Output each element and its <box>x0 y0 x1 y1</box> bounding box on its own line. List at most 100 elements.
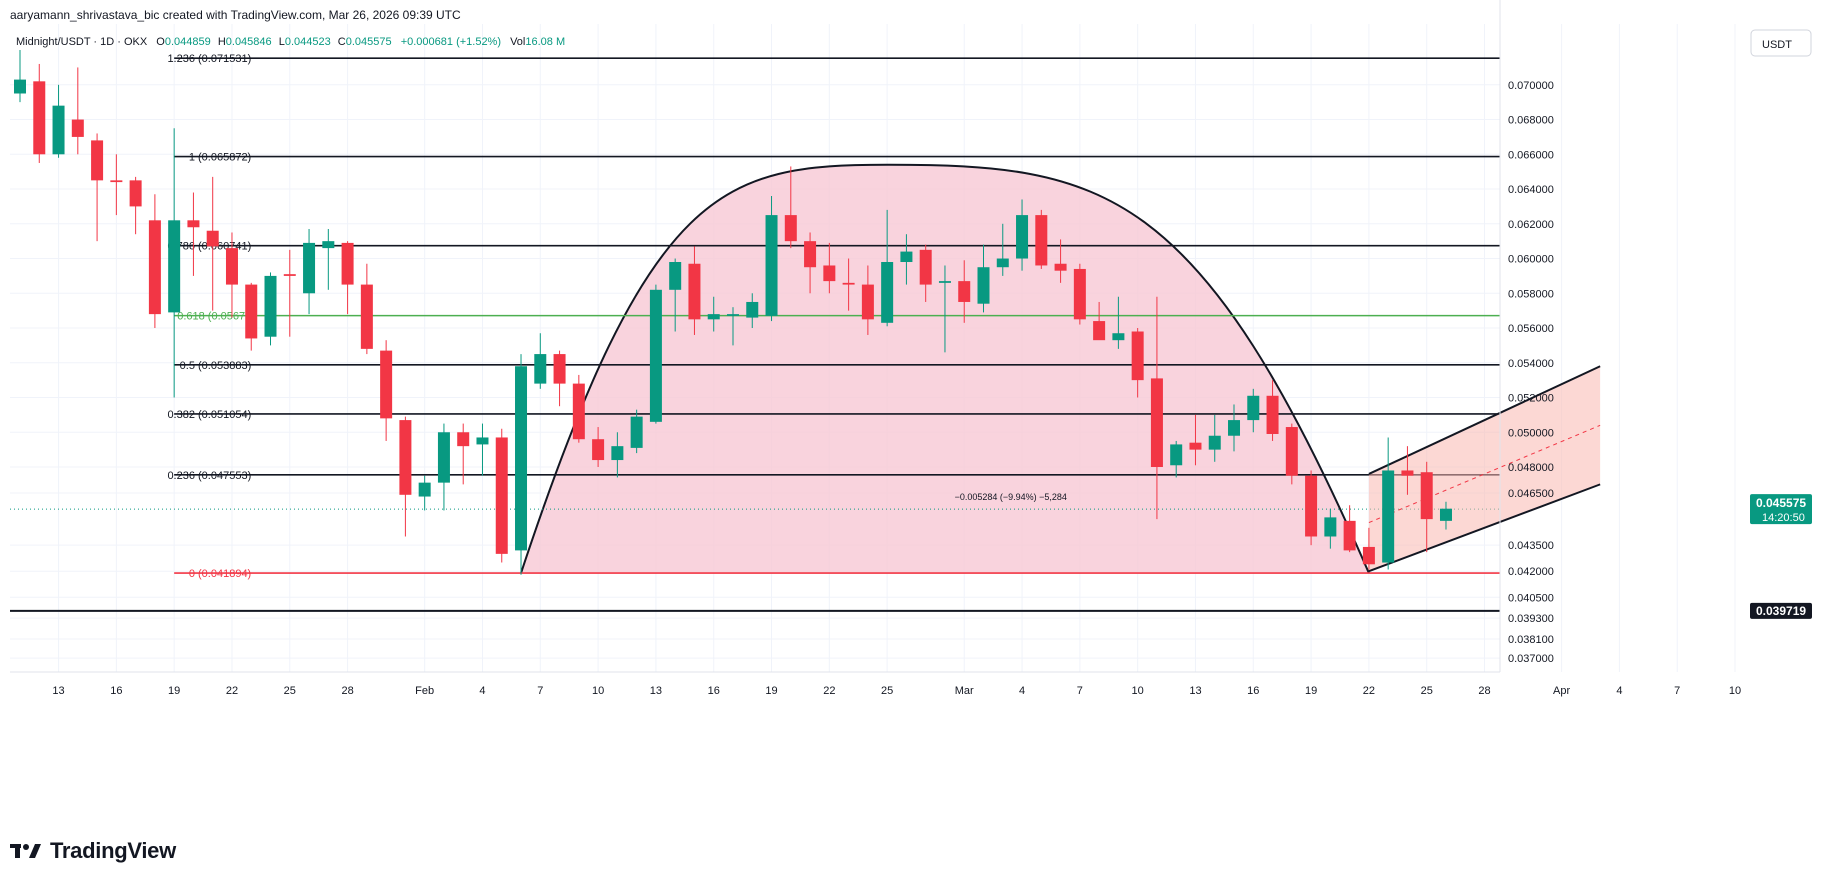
candle <box>399 416 412 537</box>
candle-body <box>418 482 431 497</box>
x-tick-label: 16 <box>708 685 720 697</box>
candle <box>1189 414 1202 466</box>
x-tick-label: 19 <box>765 685 777 697</box>
candle <box>206 176 219 311</box>
candle <box>592 427 605 468</box>
candle-body <box>881 262 894 323</box>
candle-body <box>1131 331 1144 381</box>
x-tick-label: 7 <box>537 685 543 697</box>
fib-level-label: 0.618 (0.05671 <box>177 311 251 323</box>
candle <box>534 333 547 389</box>
candle-body <box>515 366 528 551</box>
candle <box>33 63 46 163</box>
legend-l-label: L <box>279 36 285 48</box>
candle-body <box>1093 321 1106 341</box>
candle-body <box>1343 520 1356 551</box>
fib-level-label: 0 (0.041894) <box>189 568 251 580</box>
y-tick-label: 0.068000 <box>1508 115 1554 127</box>
measure-layer: −0.005284 (−9.94%) −5,284 <box>955 492 1067 502</box>
x-tick-label: 13 <box>650 685 662 697</box>
candle-body <box>1112 333 1125 341</box>
candle <box>804 232 817 294</box>
candle-body <box>1324 517 1337 537</box>
candle <box>1362 527 1375 570</box>
candle <box>303 228 316 315</box>
candle-body <box>611 446 624 461</box>
x-tick-label: 10 <box>1729 685 1741 697</box>
tradingview-brand: TradingView <box>50 838 176 863</box>
candle-body <box>264 275 277 337</box>
candle-body <box>1170 444 1183 466</box>
y-tick-label: 0.040500 <box>1508 592 1554 604</box>
candle <box>1401 446 1414 495</box>
candle <box>360 263 373 355</box>
candle <box>1266 380 1279 441</box>
candle <box>1112 296 1125 349</box>
y-tick-label: 0.048000 <box>1508 462 1554 474</box>
y-tick-label: 0.058000 <box>1508 288 1554 300</box>
candle-body <box>52 105 65 155</box>
candle-body <box>206 230 219 247</box>
candle <box>919 244 932 302</box>
current-price-tag: 0.045575 14:20:50 <box>1750 494 1812 525</box>
candle-body <box>861 284 874 320</box>
y-tick-label: 0.066000 <box>1508 149 1554 161</box>
x-tick-label: 25 <box>284 685 296 697</box>
candle-body <box>726 314 739 316</box>
arc-fill <box>521 164 1369 574</box>
candle-body <box>283 274 296 276</box>
candle <box>1228 404 1241 452</box>
x-tick-label: 28 <box>341 685 353 697</box>
x-tick-label: 28 <box>1478 685 1490 697</box>
candle-body <box>1208 435 1221 450</box>
x-tick-label: 22 <box>823 685 835 697</box>
currency-button[interactable]: USDT <box>1750 29 1812 57</box>
candle-body <box>476 437 489 445</box>
candle-body <box>1420 472 1433 520</box>
candle <box>418 475 431 511</box>
y-tick-label: 0.037000 <box>1508 653 1554 665</box>
candle-body <box>71 119 84 137</box>
candle <box>495 428 508 563</box>
chart-credit: aaryamann_shrivastava_bic created with T… <box>10 8 461 22</box>
measure-label: −0.005284 (−9.94%) −5,284 <box>955 492 1067 502</box>
candle <box>457 423 470 485</box>
candle-body <box>1247 395 1260 421</box>
candle <box>996 223 1009 276</box>
candle-body <box>1150 378 1163 468</box>
candle-body <box>842 282 855 285</box>
y-tick-label: 0.039300 <box>1508 613 1554 625</box>
candle-body <box>110 180 123 183</box>
candle-body <box>958 281 971 302</box>
tradingview-logo[interactable]: TradingView <box>10 838 176 864</box>
candle-body <box>765 215 778 316</box>
candle <box>1208 414 1221 462</box>
candle-body <box>919 249 932 285</box>
candle-body <box>1362 546 1375 565</box>
x-tick-label: 22 <box>1363 685 1375 697</box>
candle-body <box>746 301 759 318</box>
candle-body <box>823 265 836 282</box>
candle <box>553 350 566 407</box>
candle <box>264 272 277 346</box>
candle <box>1016 199 1029 271</box>
candle <box>322 228 335 290</box>
candle-body <box>360 284 373 349</box>
candle <box>1093 301 1106 341</box>
x-tick-label: 22 <box>226 685 238 697</box>
candle <box>572 374 585 443</box>
x-tick-label: 25 <box>1421 685 1433 697</box>
candle <box>1054 239 1067 283</box>
x-tick-label: 16 <box>110 685 122 697</box>
current-price-label: 0.045575 <box>1756 496 1806 510</box>
x-tick-label: 7 <box>1674 685 1680 697</box>
y-tick-label: 0.052000 <box>1508 393 1554 405</box>
candle-body <box>688 263 701 320</box>
candle <box>958 260 971 323</box>
candle <box>688 246 701 335</box>
candle-body <box>245 284 258 339</box>
candle-body <box>1073 268 1086 320</box>
candle <box>1343 505 1356 553</box>
candle-body <box>804 241 817 268</box>
